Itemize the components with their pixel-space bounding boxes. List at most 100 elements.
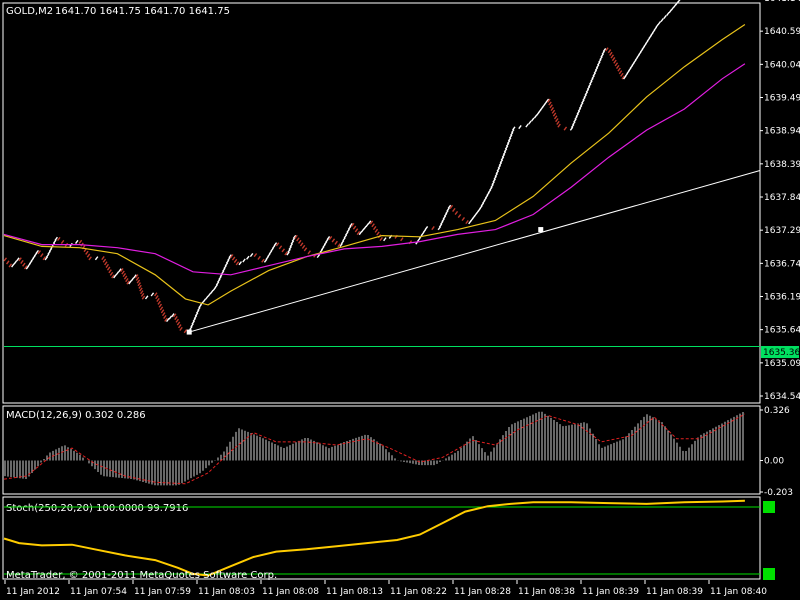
price-brick (253, 253, 258, 258)
price-brick (175, 318, 180, 323)
price-axis-label: 1641.14 (764, 0, 800, 4)
price-brick (13, 260, 18, 265)
price-brick (246, 255, 250, 260)
time-axis-label: 11 Jan 08:03 (198, 587, 255, 597)
price-brick (574, 115, 578, 120)
price-brick (195, 309, 200, 314)
price-brick (583, 94, 587, 99)
price-brick (576, 110, 581, 115)
macd-signal-line (3, 413, 746, 485)
price-brick (501, 153, 506, 158)
price-brick (334, 240, 338, 245)
price-brick (137, 282, 142, 287)
price-brick (545, 98, 550, 103)
price-brick (670, 6, 675, 11)
price-level-tag-label: 1635.36 (763, 348, 800, 358)
price-brick (106, 266, 111, 271)
price-brick (168, 315, 173, 320)
price-brick (666, 11, 670, 17)
price-brick (298, 239, 302, 244)
price-brick (140, 292, 145, 297)
price-brick (176, 321, 181, 326)
price-brick (75, 239, 79, 244)
price-brick (508, 134, 513, 139)
price-brick (655, 23, 659, 28)
price-brick (551, 109, 556, 114)
trendline[interactable] (186, 169, 761, 335)
macd-axis-label: 0.326 (764, 406, 790, 416)
price-brick (134, 274, 139, 279)
price-series (3, 0, 681, 334)
price-brick (16, 257, 20, 262)
price-brick (614, 62, 619, 67)
price-brick (161, 312, 166, 317)
price-brick (589, 80, 593, 85)
price-brick (367, 220, 372, 225)
price-axis-label: 1636.19 (764, 293, 800, 303)
price-brick (301, 244, 306, 249)
price-brick (447, 204, 452, 209)
price-brick (197, 306, 201, 312)
price-brick (518, 125, 522, 130)
price-brick (157, 300, 161, 305)
price-brick (672, 3, 677, 9)
price-brick (602, 47, 607, 53)
price-brick (512, 126, 516, 131)
price-brick (290, 240, 295, 245)
price-brick (37, 250, 42, 255)
price-brick (85, 250, 89, 255)
price-brick (352, 225, 357, 230)
price-brick (337, 243, 341, 248)
price-brick (257, 255, 261, 260)
price-brick (424, 225, 429, 231)
price-axis-label: 1638.39 (764, 160, 800, 170)
price-brick (289, 243, 294, 248)
price-brick (292, 234, 297, 239)
price-brick (668, 9, 673, 14)
price-brick (207, 292, 212, 297)
price-brick (492, 178, 496, 183)
price-brick (190, 323, 194, 328)
price-brick (179, 326, 183, 331)
price-brick (202, 298, 207, 303)
price-brick (123, 275, 128, 280)
stochastic-pane[interactable]: Stoch(250,20,20) 100.0000 99.7916 1000 M… (2, 496, 781, 581)
price-brick (228, 254, 232, 259)
macd-axis: 0.326 0.00 -0.203 (760, 406, 793, 498)
time-axis-label: 11 Jan 08:38 (518, 587, 575, 597)
price-brick (600, 53, 604, 58)
stochastic-path (3, 499, 745, 577)
price-brick (128, 280, 132, 285)
price-brick (592, 72, 597, 77)
price-brick (139, 290, 144, 295)
price-brick (105, 263, 110, 268)
price-brick (493, 175, 497, 180)
price-axis-label: 1637.84 (764, 193, 800, 203)
price-brick (235, 261, 240, 266)
price-brick (18, 257, 22, 262)
price-brick (6, 260, 10, 265)
price-brick (617, 67, 621, 72)
price-brick (449, 204, 454, 209)
price-brick (497, 164, 502, 169)
macd-pane[interactable]: MACD(12,26,9) 0.302 0.286 0.326 0.00 -0.20… (2, 405, 793, 498)
price-brick (590, 77, 594, 82)
price-brick (498, 162, 503, 167)
macd-signal-path (3, 413, 746, 485)
macd-axis-label: 0.00 (764, 457, 784, 467)
price-brick (620, 72, 624, 77)
price-brick (499, 159, 504, 164)
price-pane[interactable]: GOLD,M2 1641.70 1641.75 1641.70 1641.75 … (2, 0, 800, 404)
macd-axis-label: -0.203 (764, 488, 793, 498)
price-brick (141, 295, 146, 300)
price-brick (150, 292, 155, 297)
price-axis-label: 1635.64 (764, 326, 800, 336)
price-brick (192, 317, 197, 322)
price-brick (113, 274, 117, 279)
price-brick (20, 259, 24, 264)
price-brick (549, 104, 553, 109)
price-brick (191, 320, 195, 325)
price-brick (594, 66, 599, 72)
price-brick (294, 234, 298, 239)
price-brick (249, 253, 254, 258)
